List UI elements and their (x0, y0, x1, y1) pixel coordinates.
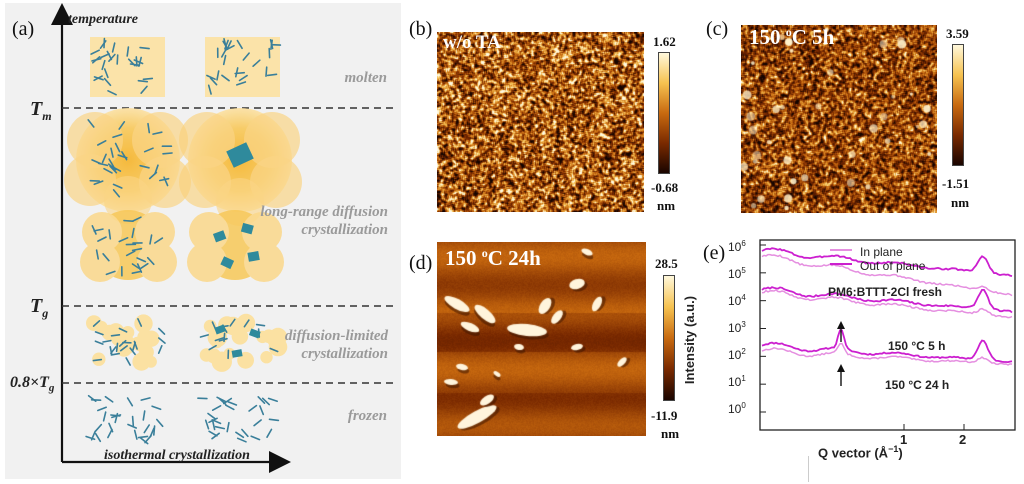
y-tick-1e5: 105 (728, 266, 746, 281)
crystal-nucleus (226, 142, 254, 168)
in-plane-fresh-line (761, 253, 1013, 297)
in-plane-24h-line (761, 342, 1013, 366)
legend-out-of-plane-label: Out of plane (860, 259, 926, 273)
y-tick-1e2: 102 (728, 347, 746, 362)
panel-e-label: (e) (703, 242, 726, 264)
divider (808, 456, 809, 482)
annotation-fresh: PM6:BTTT-2Cl fresh (828, 285, 943, 299)
y-tick-1e3: 103 (728, 320, 746, 335)
colorbar-c-min: -1.51 (942, 176, 970, 191)
08tg-label: 0.8×Tg (10, 374, 55, 395)
panel-d-label: (d) (409, 252, 433, 274)
out-of-plane-fresh-line (761, 247, 1013, 277)
panel-b-title: w/o TA (443, 32, 501, 53)
diffusion-limited-label-1: diffusion-limited (284, 328, 388, 344)
y-tick-1e1: 101 (728, 374, 746, 389)
annotation-24h: 150 °C 24 h (885, 378, 950, 392)
panel-b-label: (b) (409, 18, 433, 40)
out-of-plane-5h-line (761, 286, 1013, 314)
panel-a-schematic (51, 3, 398, 473)
y-tick-1e6: 106 (728, 239, 746, 254)
y-tick-1e4: 104 (728, 293, 746, 308)
molten-label: molten (344, 70, 387, 86)
colorbar-d (663, 275, 675, 401)
afm-map-c: 150 oC 5h (741, 25, 937, 213)
x-axis-label: Q vector (Å−1) (818, 444, 903, 461)
y-tick-labels: 106 105 104 103 102 101 100 (728, 237, 746, 426)
y-tick-1e0: 100 (728, 401, 746, 416)
frozen-label: frozen (347, 408, 387, 424)
colorbar-b-max: 1.62 (653, 34, 676, 49)
long-range-label-2: crystallization (301, 222, 388, 238)
colorbar-c (952, 44, 964, 166)
legend-in-plane-label: In plane (860, 245, 903, 259)
colorbar-c-unit: nm (951, 195, 970, 210)
afm-map-b: w/o TA (437, 32, 644, 212)
annotation-5h: 150 °C 5 h (888, 339, 946, 353)
temperature-label: temperature (68, 12, 138, 27)
panel-d-title: 150 oC 24h (445, 246, 541, 270)
tm-label: Tm (30, 98, 52, 123)
colorbar-d-max: 28.5 (655, 256, 678, 271)
panel-a-label: (a) (12, 18, 35, 40)
afm-map-d: 150 oC 24h (437, 242, 646, 436)
panel-c-title: 150 oC 5h (749, 25, 835, 49)
plot-frame (759, 239, 1016, 431)
x-tick-1: 1 (900, 432, 908, 447)
giwaxs-plot (759, 239, 1016, 431)
colorbar-b-min: -0.68 (651, 180, 679, 195)
colorbar-d-unit: nm (661, 426, 680, 441)
nucleation-blob-left (64, 108, 191, 224)
colorbar-b-unit: nm (657, 198, 676, 213)
colorbar-c-max: 3.59 (946, 26, 969, 41)
x-tick-2: 2 (959, 432, 967, 447)
y-axis-label: Intensity (a.u.) (682, 295, 697, 385)
tg-label: Tg (30, 295, 49, 320)
panel-c-label: (c) (706, 18, 729, 40)
isothermal-label: isothermal crystallization (104, 448, 250, 463)
colorbar-d-min: -11.9 (651, 408, 678, 423)
in-plane-5h-line (761, 289, 1013, 319)
out-of-plane-24h-line (761, 329, 1013, 364)
crystals-right-small (214, 324, 261, 358)
diffusion-limited-label-2: crystallization (301, 346, 388, 362)
long-range-label-1: long-range diffusion (260, 204, 388, 220)
crystals-right-medium (212, 222, 260, 270)
molten-square-right (205, 37, 280, 97)
colorbar-b (658, 52, 670, 174)
x-ticks (903, 424, 965, 430)
